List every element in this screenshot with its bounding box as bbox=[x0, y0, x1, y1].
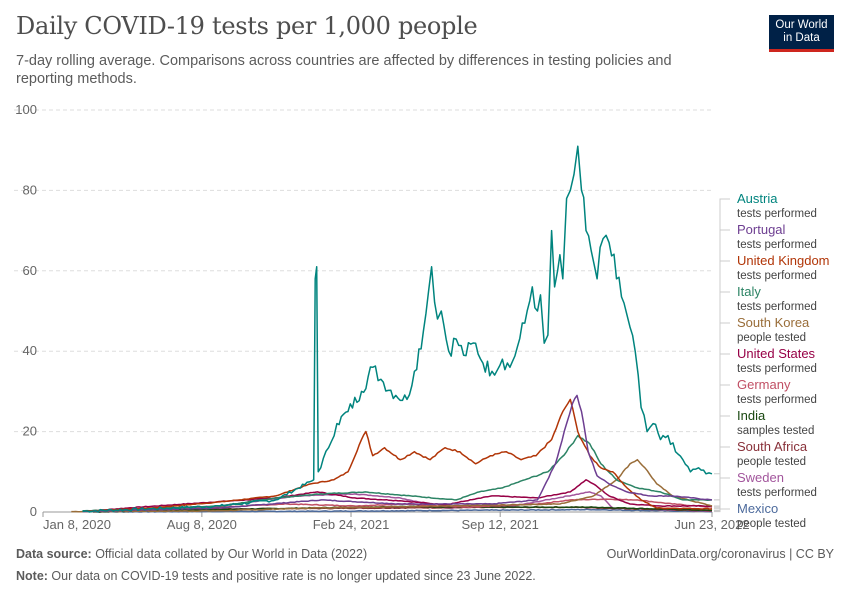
y-tick-label: 20 bbox=[23, 424, 37, 439]
x-tick-label: Aug 8, 2020 bbox=[167, 517, 237, 532]
x-tick-label: Jan 8, 2020 bbox=[43, 517, 111, 532]
legend-connector bbox=[714, 229, 730, 501]
y-tick-label: 80 bbox=[23, 182, 37, 197]
legend-label[interactable]: Mexico bbox=[737, 501, 778, 516]
y-tick-label: 0 bbox=[30, 504, 37, 519]
y-tick-label: 60 bbox=[23, 263, 37, 278]
gridlines bbox=[14, 109, 712, 513]
legend-connector bbox=[714, 446, 730, 512]
legend-label[interactable]: Portugal bbox=[737, 222, 786, 237]
legend-note: tests performed bbox=[737, 363, 817, 375]
legend-label[interactable]: South Africa bbox=[737, 439, 808, 454]
logo-line-1: Our World bbox=[775, 19, 828, 31]
legend-label[interactable]: Austria bbox=[737, 191, 778, 206]
legend-note: people tested bbox=[737, 456, 806, 468]
legend-note: tests performed bbox=[737, 208, 817, 220]
data-source-label: Data source: bbox=[16, 547, 92, 561]
legend[interactable]: Austria tests performed Portugal tests perf… bbox=[714, 191, 830, 530]
data-source: Data source: Official data collated by O… bbox=[16, 547, 367, 561]
legend-label[interactable]: United Kingdom bbox=[737, 253, 830, 268]
series-line-portugal[interactable] bbox=[82, 394, 713, 513]
legend-label[interactable]: Sweden bbox=[737, 470, 784, 485]
legend-connector bbox=[714, 322, 730, 507]
legend-connector bbox=[714, 353, 730, 507]
credit-link[interactable]: OurWorldinData.org/coronavirus | CC BY bbox=[606, 547, 834, 561]
line-chart[interactable]: 0 20 40 60 80 100 Jan 8, 2020 Aug 8, 2020 Feb 2… bbox=[0, 0, 850, 545]
chart-title: Daily COVID-19 tests per 1,000 people bbox=[16, 12, 478, 40]
legend-note: tests performed bbox=[737, 394, 817, 406]
legend-connector bbox=[714, 198, 730, 475]
data-source-text: Official data collated by Our World in D… bbox=[91, 547, 368, 561]
legend-label[interactable]: Italy bbox=[737, 284, 761, 299]
x-tick-label: Feb 24, 2021 bbox=[313, 517, 390, 532]
y-axis-ticks: 0 20 40 60 80 100 bbox=[15, 102, 37, 519]
x-tick-label: Jun 23, 2022 bbox=[674, 517, 749, 532]
note-label: Note: bbox=[16, 569, 48, 583]
legend-connector bbox=[714, 415, 730, 511]
note-text: Our data on COVID-19 tests and positive … bbox=[47, 569, 536, 583]
series-line-united-states[interactable] bbox=[82, 479, 713, 513]
y-tick-label: 40 bbox=[23, 343, 37, 358]
chart-subtitle: 7-day rolling average. Comparisons acros… bbox=[16, 53, 672, 87]
legend-label[interactable]: United States bbox=[737, 346, 816, 361]
series-line-austria[interactable] bbox=[82, 145, 713, 513]
legend-label[interactable]: India bbox=[737, 408, 766, 423]
series-lines bbox=[71, 145, 713, 513]
legend-note: people tested bbox=[737, 518, 806, 530]
legend-note: tests performed bbox=[737, 239, 817, 251]
legend-connector bbox=[714, 508, 730, 513]
legend-note: samples tested bbox=[737, 425, 814, 437]
y-tick-label: 100 bbox=[15, 102, 37, 117]
legend-label[interactable]: Germany bbox=[737, 377, 791, 392]
legend-note: tests performed bbox=[737, 270, 817, 282]
owid-logo[interactable]: Our World in Data bbox=[769, 15, 834, 52]
legend-note: tests performed bbox=[737, 487, 817, 499]
note: Note: Our data on COVID-19 tests and pos… bbox=[16, 569, 536, 583]
series-line-south-korea[interactable] bbox=[71, 458, 713, 513]
legend-label[interactable]: South Korea bbox=[737, 315, 810, 330]
x-tick-label: Sep 12, 2021 bbox=[462, 517, 539, 532]
x-axis-ticks: Jan 8, 2020 Aug 8, 2020 Feb 24, 2021 Sep 12… bbox=[42, 512, 750, 532]
legend-connector bbox=[714, 384, 730, 508]
logo-line-2: in Data bbox=[783, 32, 820, 44]
legend-note: people tested bbox=[737, 332, 806, 344]
series-line-united-kingdom[interactable] bbox=[82, 398, 713, 512]
legend-note: tests performed bbox=[737, 301, 817, 313]
